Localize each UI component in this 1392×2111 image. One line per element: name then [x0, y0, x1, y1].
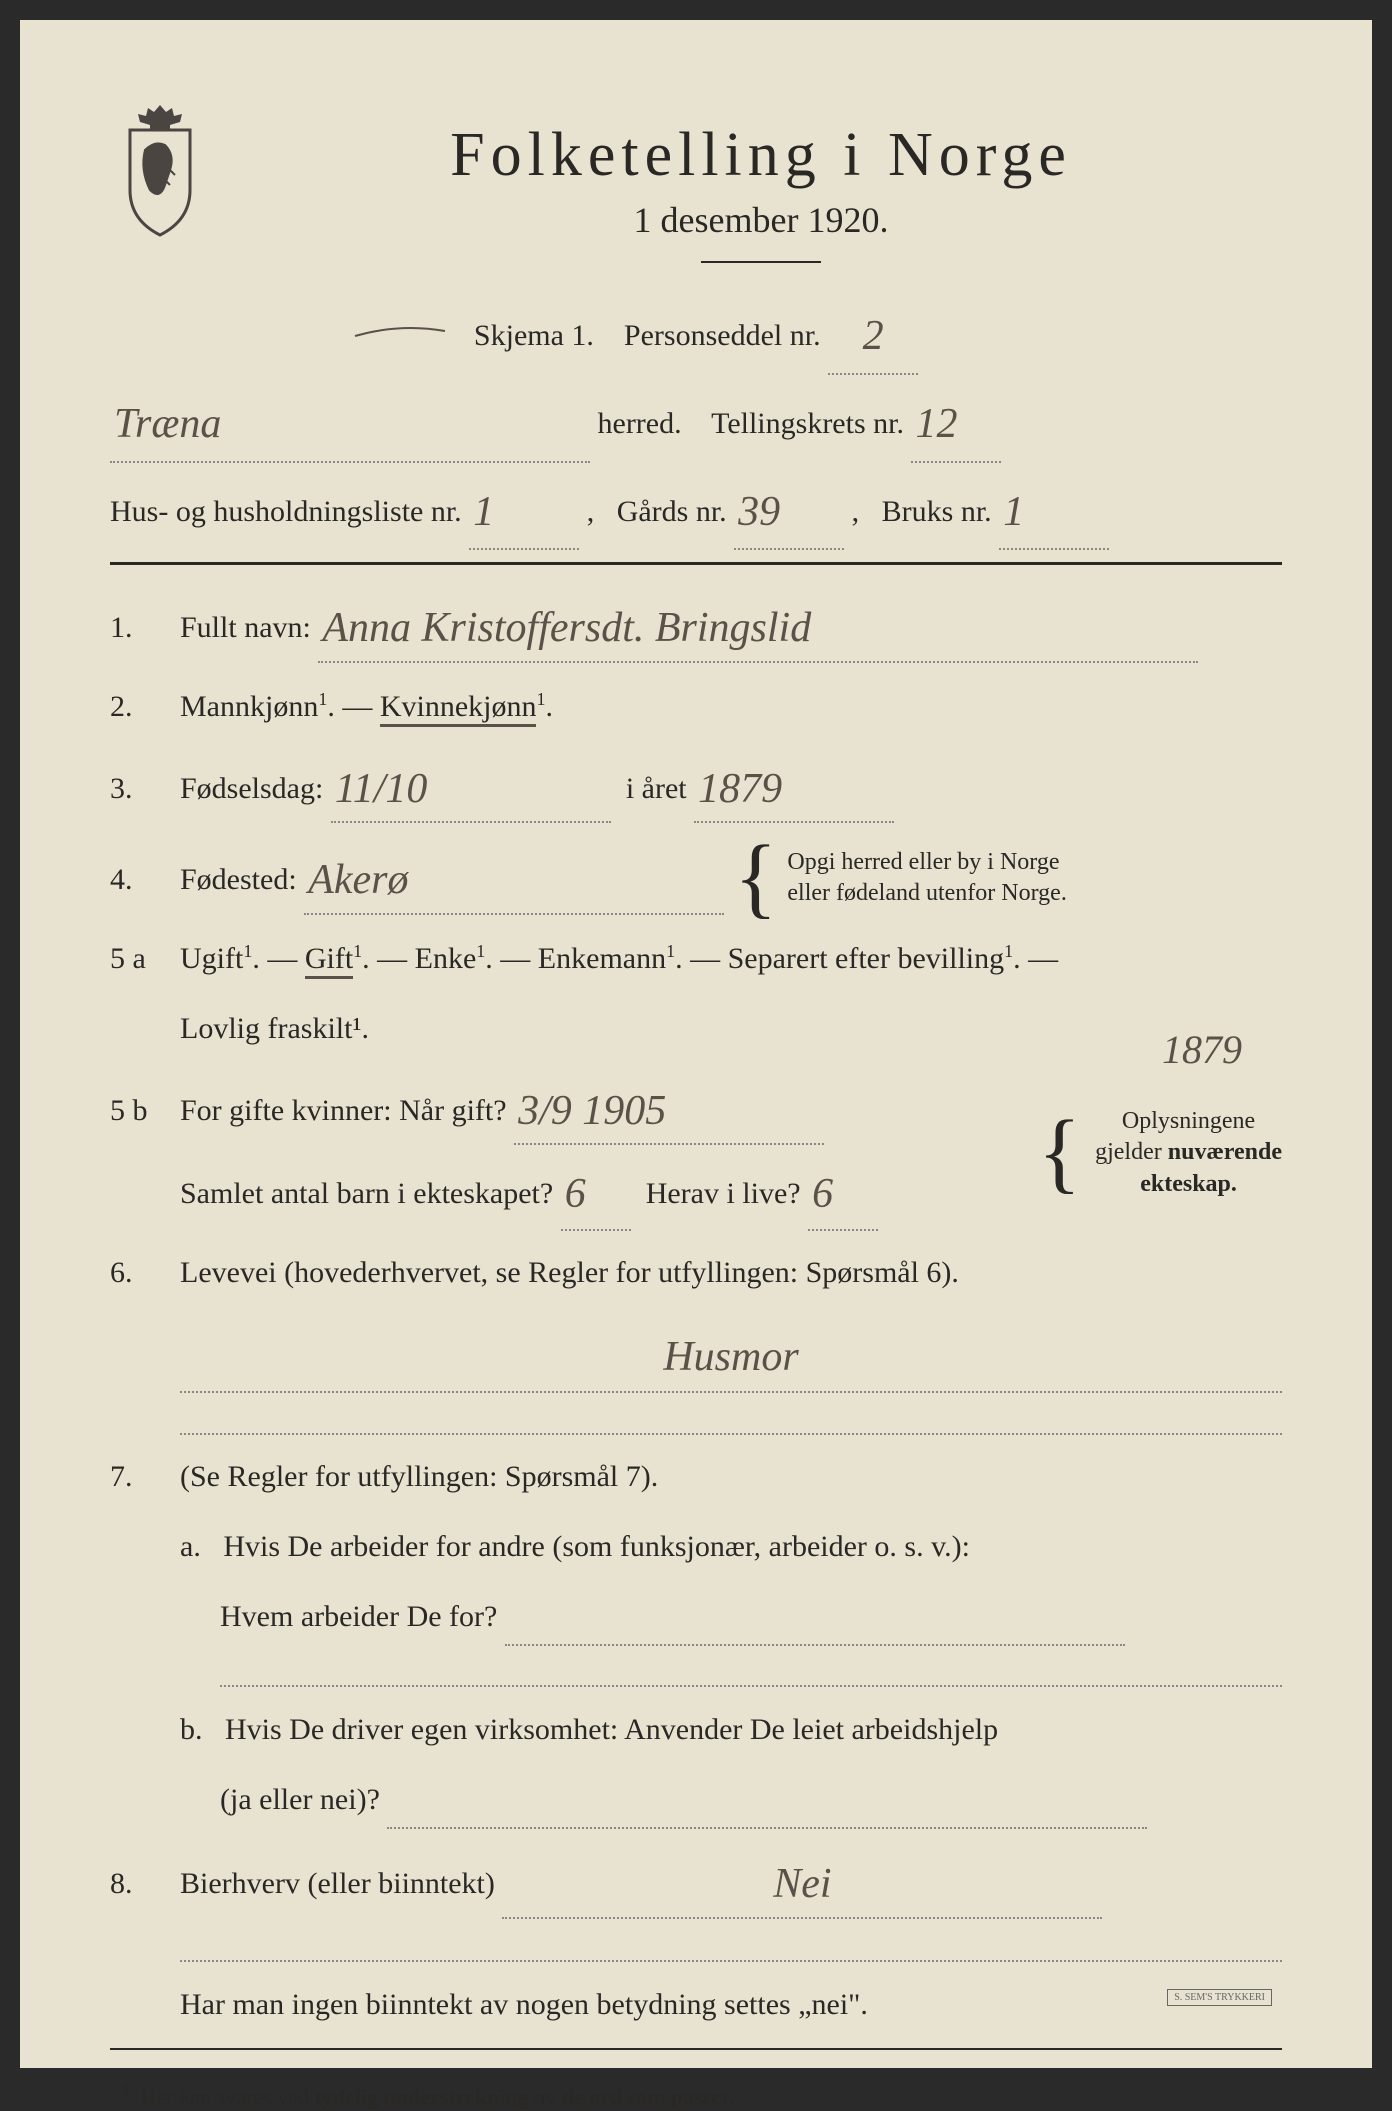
q6-label: Levevei (hovederhvervet, se Regler for u…: [180, 1247, 1282, 1298]
q3-year-label: i året: [626, 772, 687, 805]
q1-value: Anna Kristoffersdt. Bringslid: [322, 605, 811, 651]
tellingskrets-label: Tellingskrets nr.: [711, 407, 904, 440]
q4-num: 4.: [110, 854, 160, 905]
q6: 6. Levevei (hovederhvervet, se Regler fo…: [110, 1247, 1282, 1298]
main-title: Folketelling i Norge: [240, 120, 1282, 191]
herred-line: Træna herred. Tellingskrets nr. 12: [110, 381, 1282, 463]
q5a-line2: Lovlig fraskilt¹.: [180, 1002, 1282, 1056]
gards-nr: 39: [738, 489, 780, 535]
q6-value: Husmor: [663, 1334, 798, 1380]
q5b-sidenote: Oplysningene gjelder nuværende ekteskap.: [1095, 1106, 1282, 1200]
q7b-text2: (ja eller nei)?: [220, 1783, 380, 1816]
brace-icon: {: [1038, 1117, 1081, 1189]
q7b-text1: Hvis De driver egen virksomhet: Anvender…: [225, 1713, 998, 1746]
q8-num: 8.: [110, 1858, 160, 1909]
q7b-l2: (ja eller nei)?: [220, 1773, 1282, 1829]
q4-label: Fødested:: [180, 863, 297, 896]
title-divider: [701, 261, 821, 263]
header: Folketelling i Norge 1 desember 1920.: [110, 120, 1282, 283]
q7-label: (Se Regler for utfyllingen: Spørsmål 7).: [180, 1451, 1282, 1502]
q8-label: Bierhverv (eller biinntekt): [180, 1867, 495, 1900]
q5b-date: 3/9 1905: [518, 1088, 666, 1134]
q6-num: 6.: [110, 1247, 160, 1298]
q8: 8. Bierhverv (eller biinntekt) Nei: [110, 1845, 1282, 1918]
q3-day: 11/10: [335, 766, 428, 812]
subtitle-date: 1 desember 1920.: [240, 199, 1282, 241]
footer-rule: [110, 2048, 1282, 2050]
q5b-label3: Herav i live?: [646, 1177, 801, 1210]
q7a-text2: Hvem arbeider De for?: [220, 1600, 497, 1633]
q5b-total: 6: [565, 1171, 586, 1217]
q7b-label: b.: [180, 1713, 203, 1746]
personseddel-label: Personseddel nr.: [624, 319, 821, 352]
q7a-l2: Hvem arbeider De for?: [220, 1590, 1282, 1646]
hus-line: Hus- og husholdningsliste nr. 1 , Gårds …: [110, 469, 1282, 551]
q5a: 5 a Ugift1. — Gift1. — Enke1. — Enkemann…: [110, 933, 1282, 984]
q5a-num: 5 a: [110, 933, 160, 984]
q2-female: Kvinnekjønn: [380, 690, 537, 727]
census-form-page: Folketelling i Norge 1 desember 1920. Sk…: [20, 20, 1372, 2068]
title-block: Folketelling i Norge 1 desember 1920.: [240, 120, 1282, 283]
q6-value-line: Husmor: [180, 1316, 1282, 1394]
q3: 3. Fødselsdag: 11/10 i året 1879: [110, 750, 1282, 823]
q4-value: Akerø: [308, 857, 408, 903]
footnote: 1 Her kan svares ved tydelig understrekn…: [110, 2080, 1282, 2110]
flourish-icon: [350, 321, 450, 341]
q3-label: Fødselsdag:: [180, 772, 323, 805]
q5b: 5 b For gifte kvinner: Når gift? 3/9 190…: [110, 1072, 1282, 1235]
q2: 2. Mannkjønn1. — Kvinnekjønn1.: [110, 681, 1282, 732]
q2-num: 2.: [110, 681, 160, 732]
coat-of-arms-icon: [110, 100, 210, 240]
printer-mark: S. SEM'S TRYKKERI: [1167, 1989, 1272, 2006]
q7a-text1: Hvis De arbeider for andre (som funksjon…: [223, 1530, 970, 1563]
q4: 4. Fødested: Akerø { Opgi herred eller b…: [110, 841, 1282, 914]
q3-year: 1879: [698, 766, 782, 812]
bruks-nr: 1: [1003, 489, 1024, 535]
brace-icon: {: [734, 842, 777, 914]
hus-nr: 1: [473, 489, 494, 535]
q1: 1. Fullt navn: Anna Kristoffersdt. Bring…: [110, 589, 1282, 662]
herred-label: herred.: [598, 407, 682, 440]
q4-note: Opgi herred eller by i Norge eller fødel…: [787, 847, 1066, 909]
q5b-margin-year: 1879: [1162, 1026, 1242, 1073]
blank-line: [180, 1409, 1282, 1435]
q5a-gift: Gift: [305, 942, 353, 979]
q7a-label: a.: [180, 1530, 201, 1563]
q3-num: 3.: [110, 763, 160, 814]
hus-label: Hus- og husholdningsliste nr.: [110, 495, 462, 528]
q7b: b. Hvis De driver egen virksomhet: Anven…: [180, 1703, 1282, 1757]
q7: 7. (Se Regler for utfyllingen: Spørsmål …: [110, 1451, 1282, 1502]
q5b-label2: Samlet antal barn i ekteskapet?: [180, 1177, 553, 1210]
q1-num: 1.: [110, 602, 160, 653]
q7a: a. Hvis De arbeider for andre (som funks…: [180, 1520, 1282, 1574]
blank-line: [180, 1937, 1282, 1963]
q5b-label1: For gifte kvinner: Når gift?: [180, 1094, 507, 1127]
gards-label: Gårds nr.: [617, 495, 727, 528]
q2-male: Mannkjønn: [180, 690, 318, 723]
section-divider: [110, 562, 1282, 565]
tellingskrets-nr: 12: [915, 401, 957, 447]
q8-note: Har man ingen biinntekt av nogen betydni…: [180, 1978, 1282, 2032]
q7-num: 7.: [110, 1451, 160, 1502]
herred-value: Træna: [114, 401, 221, 447]
q1-label: Fullt navn:: [180, 611, 311, 644]
blank-line: [220, 1662, 1282, 1688]
q8-value: Nei: [773, 1861, 831, 1907]
personseddel-nr: 2: [863, 313, 884, 359]
bruks-label: Bruks nr.: [882, 495, 992, 528]
q5b-num: 5 b: [110, 1085, 160, 1136]
skjema-label: Skjema 1.: [474, 319, 594, 352]
skjema-line: Skjema 1. Personseddel nr. 2: [110, 293, 1282, 375]
q5b-alive: 6: [812, 1171, 833, 1217]
